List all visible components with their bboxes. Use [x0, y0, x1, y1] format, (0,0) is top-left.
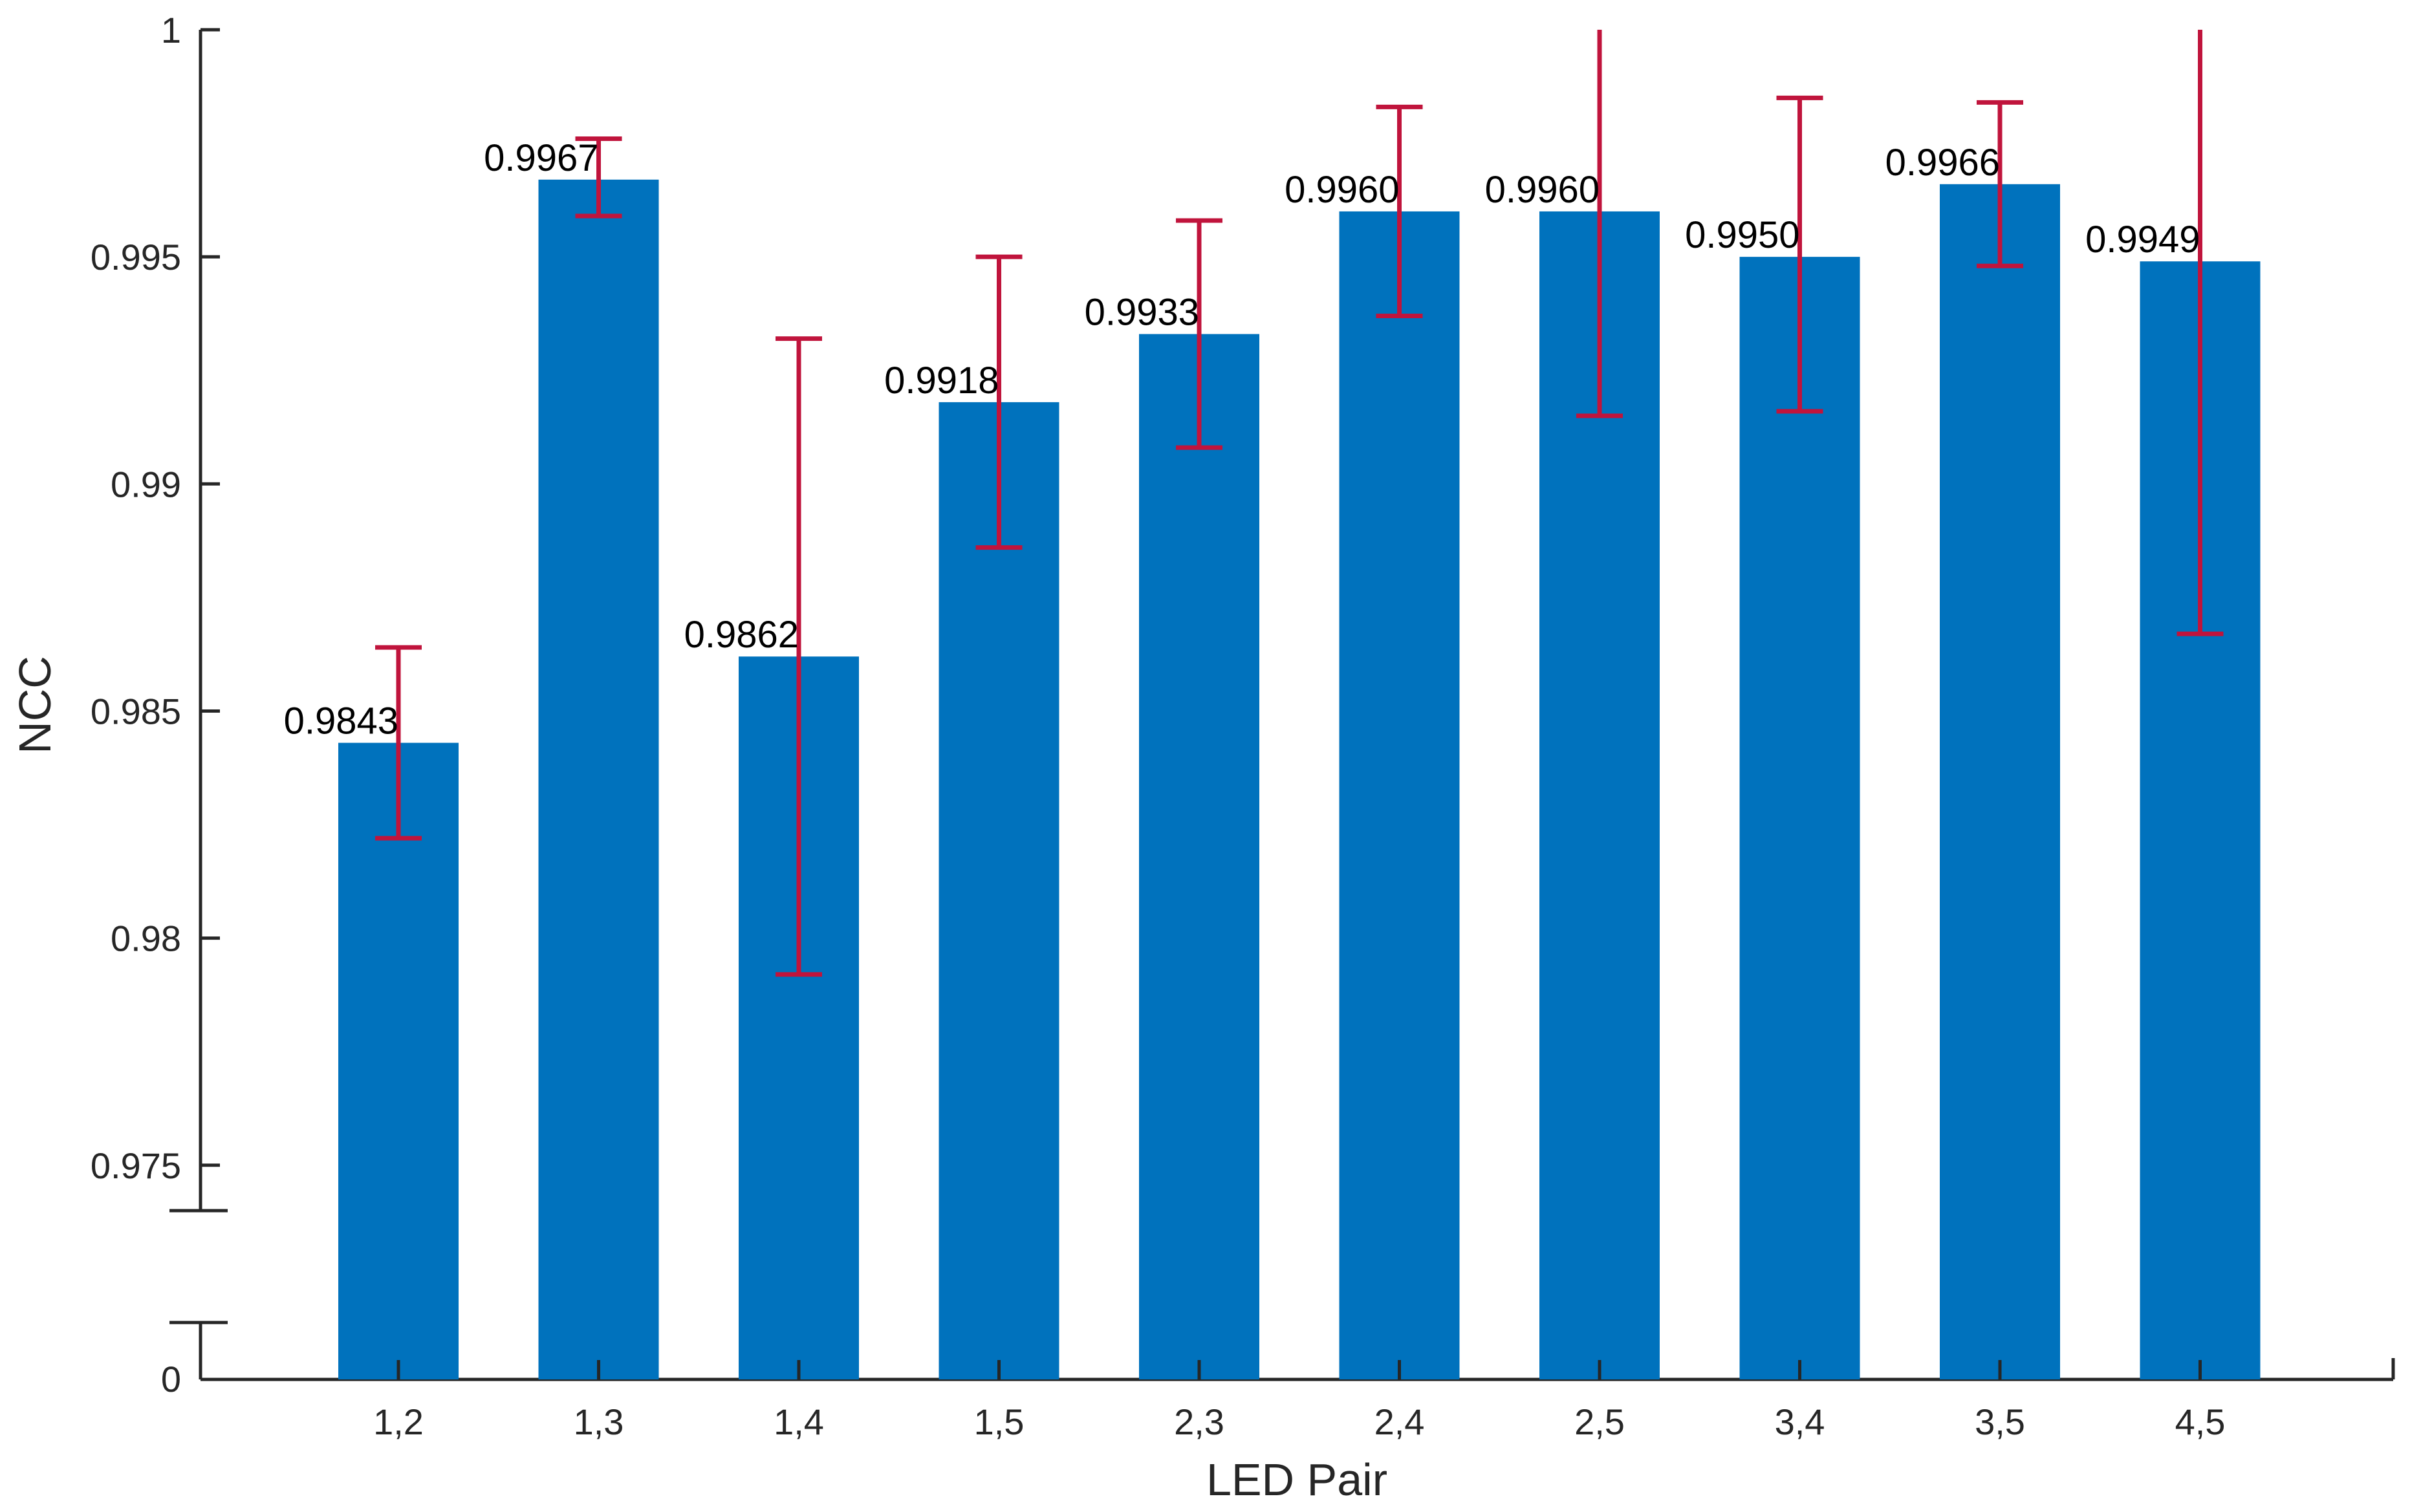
- data-label-3-5: 0.9966: [1885, 142, 2000, 184]
- error-bar-4-5: [2177, 30, 2224, 636]
- data-label-1-5: 0.9918: [884, 360, 999, 402]
- y-ticks: 0.975 0.98 0.985 0.99 0.995 1: [91, 10, 220, 1186]
- x-tick-label-1-4: 1,4: [774, 1401, 824, 1442]
- x-tick-label-2-3: 2,3: [1174, 1401, 1224, 1442]
- x-tick-label-3-5: 3,5: [1975, 1401, 2025, 1442]
- y-tick-label-0: 0.975: [91, 1145, 181, 1186]
- y-tick-label-4: 0.995: [91, 237, 181, 277]
- x-tick-label-1-2: 1,2: [373, 1401, 424, 1442]
- x-tick-label-2-4: 2,4: [1374, 1401, 1425, 1442]
- bar-1-3: [538, 179, 659, 1380]
- y-tick-label-3: 0.99: [111, 464, 181, 504]
- bar-2-4: [1339, 211, 1460, 1379]
- data-label-2-4: 0.9960: [1285, 169, 1399, 211]
- error-bar-3-4: [1776, 95, 1823, 414]
- data-labels: 0.9843 0.9967 0.9862 0.9918 0.9933 0.9960 0.99…: [284, 137, 2200, 742]
- data-label-4-5: 0.9949: [2085, 219, 2200, 261]
- error-bar-2-3: [1176, 218, 1222, 450]
- y-tick-label-5: 1: [161, 10, 181, 50]
- x-tick-label-1-3: 1,3: [574, 1401, 624, 1442]
- y-tick-label-1: 0.98: [111, 918, 181, 959]
- x-ticks: 1,2 1,3 1,4 1,5 2,3 2,4 2,5 3,4 3,5 4,5: [373, 1360, 2225, 1442]
- error-bars: [375, 30, 2224, 977]
- bar-2-3: [1139, 334, 1259, 1379]
- error-bar-1-5: [975, 254, 1023, 550]
- data-label-2-3: 0.9933: [1085, 292, 1199, 334]
- x-tick-label-1-5: 1,5: [974, 1401, 1025, 1442]
- bar-3-5: [1940, 184, 2060, 1379]
- bar-3-4: [1739, 257, 1860, 1380]
- y-tick-label-2: 0.985: [91, 691, 181, 731]
- error-bar-1-2: [375, 645, 422, 841]
- error-bar-2-5: [1576, 30, 1623, 418]
- data-label-1-3: 0.9967: [484, 137, 598, 179]
- y-tick-label-zero: 0: [161, 1359, 181, 1399]
- data-label-1-4: 0.9862: [684, 614, 799, 656]
- y-axis-label: NCC: [10, 656, 60, 754]
- bar-1-5: [939, 402, 1059, 1379]
- data-label-1-2: 0.9843: [284, 700, 398, 742]
- bar-1-2: [338, 742, 459, 1379]
- error-bar-3-5: [1977, 100, 2023, 268]
- x-tick-label-2-5: 2,5: [1574, 1401, 1625, 1442]
- data-label-2-5: 0.9960: [1485, 169, 1600, 211]
- error-bar-2-4: [1376, 104, 1423, 318]
- error-bar-1-4: [776, 336, 822, 977]
- x-tick-label-4-5: 4,5: [2175, 1401, 2226, 1442]
- error-bar-1-3: [575, 136, 622, 219]
- x-axis-label: LED Pair: [1206, 1454, 1387, 1505]
- bars: [338, 179, 2261, 1380]
- x-tick-label-3-4: 3,4: [1775, 1401, 1825, 1442]
- data-label-3-4: 0.9950: [1685, 214, 1799, 256]
